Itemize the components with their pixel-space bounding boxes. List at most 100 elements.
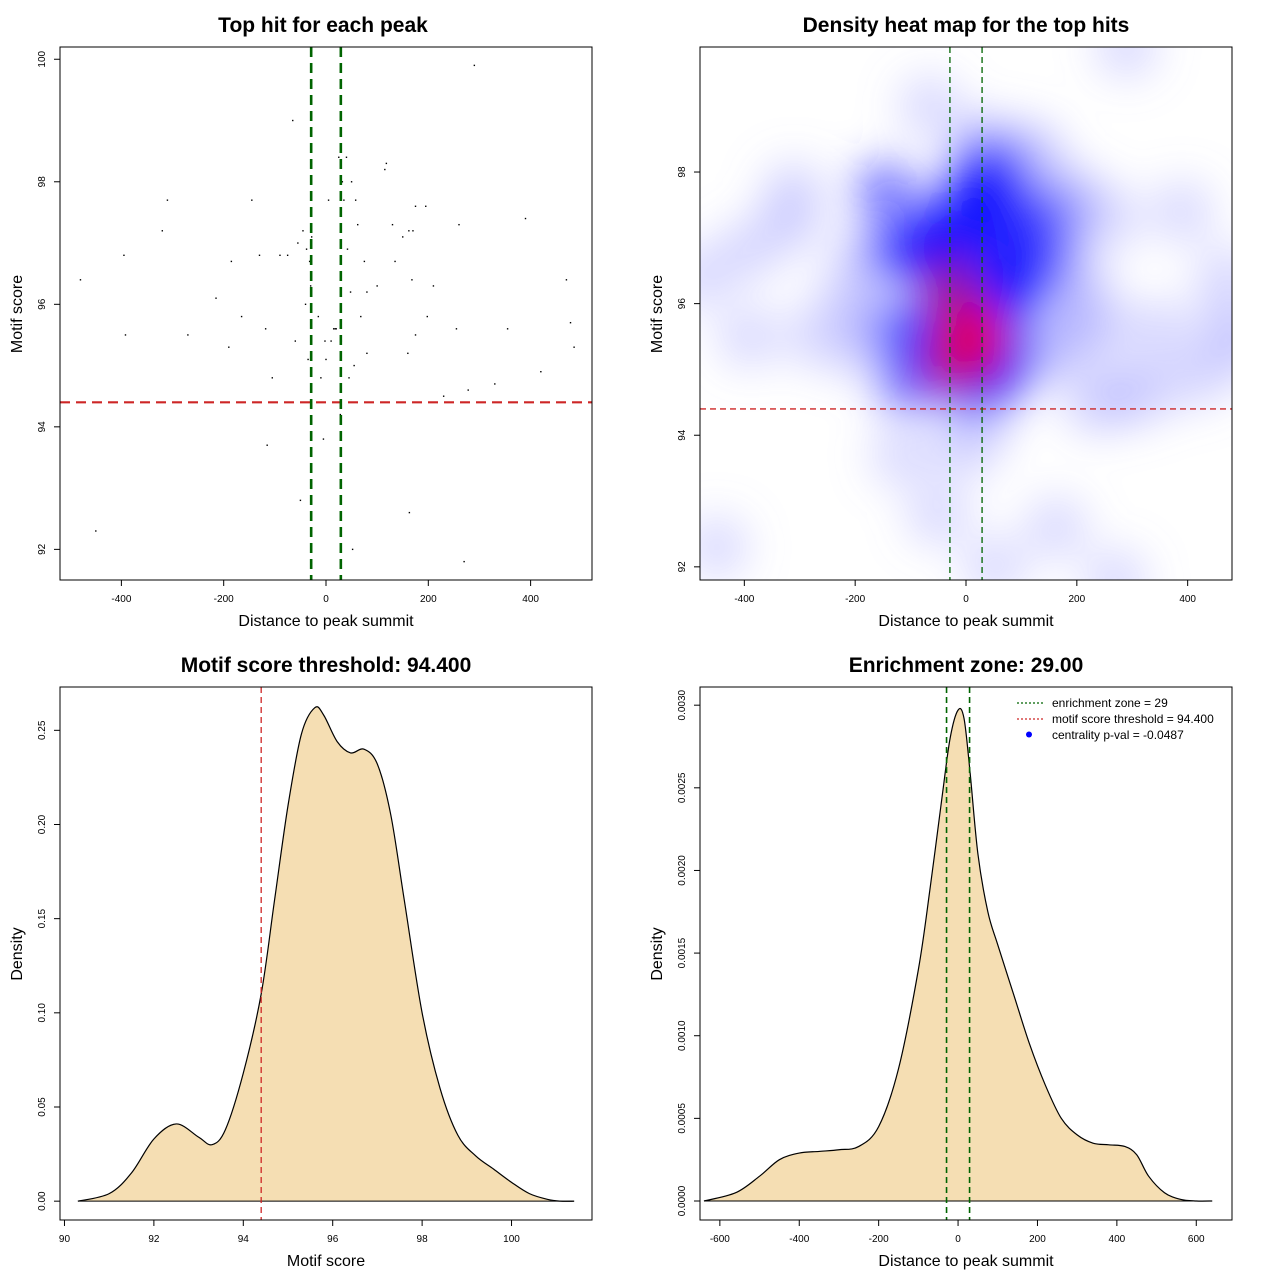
scatter-point xyxy=(350,181,353,183)
y-tick-label: 0.0010 xyxy=(677,1020,688,1051)
scatter-point xyxy=(407,352,409,355)
scatter-point xyxy=(327,199,330,201)
x-axis-label: Distance to peak summit xyxy=(878,613,1054,630)
legend-label: motif score threshold = 94.400 xyxy=(1052,712,1214,726)
reference-lines xyxy=(945,687,971,1220)
density-blob xyxy=(872,424,933,485)
y-tick-label: 0.05 xyxy=(37,1097,48,1117)
density-blob xyxy=(857,163,914,220)
scatter-point xyxy=(366,352,368,355)
legend-swatch xyxy=(1026,731,1032,738)
scatter-point xyxy=(426,315,428,318)
y-tick-label: 94 xyxy=(37,421,48,433)
scatter-point xyxy=(353,364,355,367)
scatter-point xyxy=(339,413,342,416)
scatter-point xyxy=(384,168,386,171)
scatter-point xyxy=(360,315,362,318)
scatter-point xyxy=(524,217,527,220)
x-tick-label: 200 xyxy=(1029,1234,1046,1245)
scatter-point xyxy=(161,230,164,232)
chart-title: Density heat map for the top hits xyxy=(803,14,1130,37)
density-blob xyxy=(927,261,972,306)
scatter-point xyxy=(458,223,460,226)
scatter-point xyxy=(366,291,368,293)
scatter-point xyxy=(330,340,332,342)
x-tick-label: -600 xyxy=(710,1234,730,1245)
density-blob xyxy=(1077,299,1138,360)
density-blob xyxy=(1118,359,1179,420)
density-line xyxy=(703,708,1213,1202)
y-axis-label: Motif score xyxy=(9,275,26,353)
x-tick-label: 90 xyxy=(59,1234,71,1245)
axis-ticks: -600 -400 -200 0 200 400 600 0.0000 0.0005 0.0010… xyxy=(677,689,1205,1245)
y-tick-label: 0.20 xyxy=(37,814,48,834)
x-tick-label: 0 xyxy=(963,594,969,605)
scatter-point xyxy=(341,181,344,183)
density-blob xyxy=(899,76,960,137)
density-blob xyxy=(1085,550,1146,580)
legend-item-enrichment-zone: enrichment zone = 29 xyxy=(1017,696,1168,710)
y-tick-label: 96 xyxy=(37,298,48,310)
reference-lines xyxy=(60,47,592,580)
y-axis-label: Density xyxy=(649,927,666,980)
x-tick-label: -400 xyxy=(734,594,754,605)
y-tick-label: 0.0030 xyxy=(677,689,688,720)
x-tick-label: -200 xyxy=(845,594,865,605)
scatter-point xyxy=(166,199,169,201)
scatter-point xyxy=(376,285,378,287)
scatter-point xyxy=(473,64,476,67)
scatter-point xyxy=(540,371,542,373)
density-blob xyxy=(1196,247,1232,308)
scatter-point xyxy=(363,260,366,263)
x-tick-label: 200 xyxy=(1068,594,1085,605)
scatter-point xyxy=(411,279,413,281)
legend-label: enrichment zone = 29 xyxy=(1052,696,1168,710)
scatter-point xyxy=(264,328,267,330)
scatter-point xyxy=(351,548,354,551)
y-axis-label: Density xyxy=(9,927,26,980)
y-tick-label: 0.0020 xyxy=(677,855,688,886)
legend-item-centrality-pval: centrality p-val = -0.0487 xyxy=(1026,728,1184,742)
scatter-point xyxy=(309,285,312,287)
scatter-point xyxy=(123,254,125,256)
density-heat xyxy=(700,47,1232,580)
scatter-point xyxy=(425,205,427,207)
scatter-point xyxy=(432,285,435,287)
density-blob xyxy=(764,161,825,222)
scatter-point xyxy=(408,230,410,232)
scatter-point xyxy=(414,334,417,336)
scatter-point xyxy=(215,297,217,299)
scatter-point xyxy=(408,511,411,514)
density-blob xyxy=(1080,188,1141,249)
scatter-point xyxy=(442,395,445,397)
x-axis-label: Distance to peak summit xyxy=(238,613,414,630)
scatter-point xyxy=(345,156,348,158)
density-blob xyxy=(1204,319,1232,380)
scatter-point xyxy=(357,223,359,226)
density-blob xyxy=(1152,181,1213,242)
panel-density-heatmap: Density heat map for the top hits Distan… xyxy=(649,14,1233,630)
plot-frame xyxy=(699,46,1233,581)
x-tick-label: -200 xyxy=(214,594,234,605)
x-tick-label: 0 xyxy=(323,594,329,605)
x-tick-label: 100 xyxy=(503,1234,520,1245)
y-tick-label: 92 xyxy=(37,543,48,555)
scatter-point xyxy=(332,328,335,330)
scatter-point xyxy=(573,346,575,348)
x-tick-label: 96 xyxy=(327,1234,339,1245)
y-tick-label: 0.0005 xyxy=(677,1103,688,1134)
scatter-point xyxy=(335,328,337,330)
density-blob xyxy=(1012,229,1069,286)
scatter-point xyxy=(325,358,327,361)
scatter-point xyxy=(305,248,308,250)
x-tick-label: 600 xyxy=(1188,1234,1205,1245)
scatter-point xyxy=(349,291,352,293)
scatter-point xyxy=(292,119,294,122)
scatter-point xyxy=(310,236,313,238)
scatter-point xyxy=(95,530,97,532)
scatter-point xyxy=(302,230,304,232)
scatter-point xyxy=(414,205,417,207)
density-blob xyxy=(700,517,747,578)
density-blob xyxy=(1096,47,1157,77)
